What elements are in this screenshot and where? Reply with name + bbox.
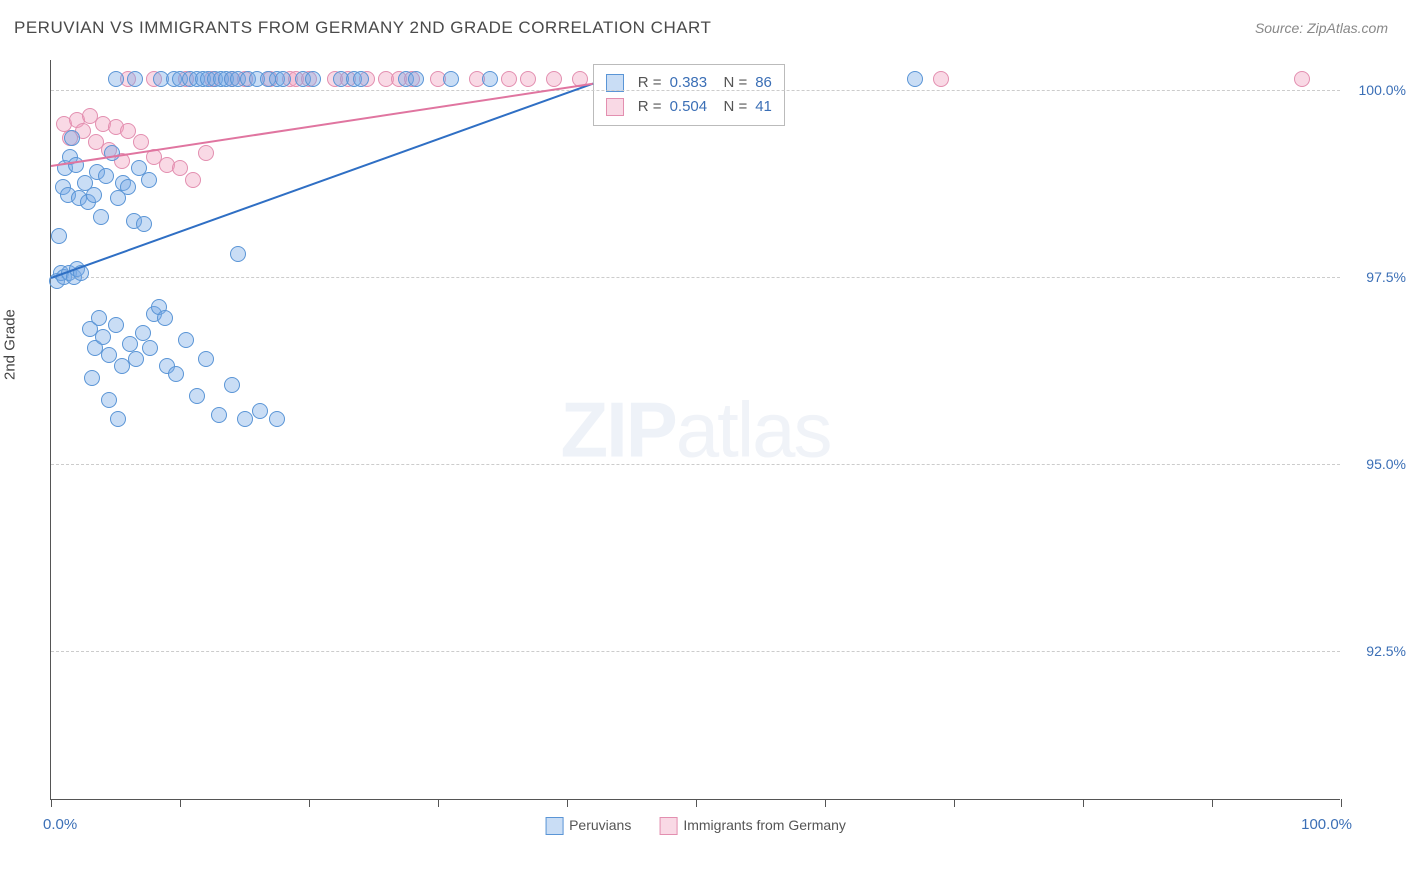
stats-row-a: R = 0.383 N = 86 [606, 71, 772, 95]
legend-label-b: Immigrants from Germany [683, 817, 846, 833]
point-series-a [237, 411, 253, 427]
point-series-a [189, 388, 205, 404]
point-series-a [482, 71, 498, 87]
point-series-b [501, 71, 517, 87]
swatch-series-b [606, 98, 624, 116]
point-series-a [275, 71, 291, 87]
stats-legend-box: R = 0.383 N = 86 R = 0.504 N = 41 [593, 64, 785, 126]
legend-bottom: Peruvians Immigrants from Germany [545, 817, 846, 835]
x-tick [1341, 799, 1342, 807]
stats-row-b: R = 0.504 N = 41 [606, 95, 772, 119]
stats-n-label: N = [715, 95, 747, 119]
point-series-a [101, 392, 117, 408]
gridline [51, 277, 1340, 278]
x-tick [696, 799, 697, 807]
point-series-a [120, 179, 136, 195]
point-series-a [64, 130, 80, 146]
point-series-a [104, 145, 120, 161]
point-series-a [110, 411, 126, 427]
x-tick [309, 799, 310, 807]
x-tick [1083, 799, 1084, 807]
gridline [51, 651, 1340, 652]
point-series-a [108, 317, 124, 333]
point-series-a [907, 71, 923, 87]
point-series-b [198, 145, 214, 161]
x-tick [567, 799, 568, 807]
point-series-a [157, 310, 173, 326]
chart-container: PERUVIAN VS IMMIGRANTS FROM GERMANY 2ND … [0, 0, 1406, 892]
gridline [51, 464, 1340, 465]
point-series-a [108, 71, 124, 87]
point-series-a [68, 157, 84, 173]
point-series-a [91, 310, 107, 326]
point-series-a [141, 172, 157, 188]
point-series-b [520, 71, 536, 87]
point-series-a [230, 246, 246, 262]
stats-r-b: 0.504 [670, 95, 708, 119]
y-tick-label: 95.0% [1366, 456, 1406, 472]
stats-r-label: R = [638, 95, 662, 119]
stats-n-b: 41 [755, 95, 772, 119]
point-series-a [86, 187, 102, 203]
x-axis-end-label: 100.0% [1301, 816, 1352, 833]
point-series-a [127, 71, 143, 87]
point-series-a [93, 209, 109, 225]
plot-area: ZIPatlas R = 0.383 N = 86 R = 0.504 N = … [50, 60, 1340, 800]
point-series-a [198, 351, 214, 367]
x-tick [438, 799, 439, 807]
point-series-a [136, 216, 152, 232]
point-series-a [95, 329, 111, 345]
x-axis-start-label: 0.0% [43, 816, 77, 833]
chart-title: PERUVIAN VS IMMIGRANTS FROM GERMANY 2ND … [14, 18, 711, 38]
point-series-a [408, 71, 424, 87]
y-tick-label: 92.5% [1366, 643, 1406, 659]
x-tick [180, 799, 181, 807]
source-attribution: Source: ZipAtlas.com [1255, 20, 1388, 36]
stats-r-a: 0.383 [670, 71, 708, 95]
point-series-a [51, 228, 67, 244]
watermark: ZIPatlas [560, 384, 830, 475]
point-series-a [178, 332, 194, 348]
point-series-b [185, 172, 201, 188]
point-series-b [933, 71, 949, 87]
x-tick [954, 799, 955, 807]
legend-item-a: Peruvians [545, 817, 631, 835]
watermark-bold: ZIP [560, 385, 675, 473]
point-series-a [305, 71, 321, 87]
point-series-a [443, 71, 459, 87]
stats-n-a: 86 [755, 71, 772, 95]
point-series-a [84, 370, 100, 386]
swatch-series-b [659, 817, 677, 835]
watermark-light: atlas [676, 385, 831, 473]
stats-n-label: N = [715, 71, 747, 95]
point-series-a [142, 340, 158, 356]
point-series-a [211, 407, 227, 423]
stats-r-label: R = [638, 71, 662, 95]
y-axis-title: 2nd Grade [2, 309, 19, 380]
point-series-a [224, 377, 240, 393]
point-series-b [1294, 71, 1310, 87]
point-series-a [122, 336, 138, 352]
gridline [51, 90, 1340, 91]
point-series-a [128, 351, 144, 367]
point-series-a [353, 71, 369, 87]
x-tick [825, 799, 826, 807]
point-series-a [98, 168, 114, 184]
x-tick [1212, 799, 1213, 807]
x-tick [51, 799, 52, 807]
y-tick-label: 100.0% [1359, 82, 1406, 98]
point-series-b [546, 71, 562, 87]
point-series-a [135, 325, 151, 341]
y-tick-label: 97.5% [1366, 269, 1406, 285]
swatch-series-a [545, 817, 563, 835]
point-series-a [252, 403, 268, 419]
legend-label-a: Peruvians [569, 817, 631, 833]
point-series-a [168, 366, 184, 382]
legend-item-b: Immigrants from Germany [659, 817, 846, 835]
point-series-b [133, 134, 149, 150]
point-series-a [269, 411, 285, 427]
